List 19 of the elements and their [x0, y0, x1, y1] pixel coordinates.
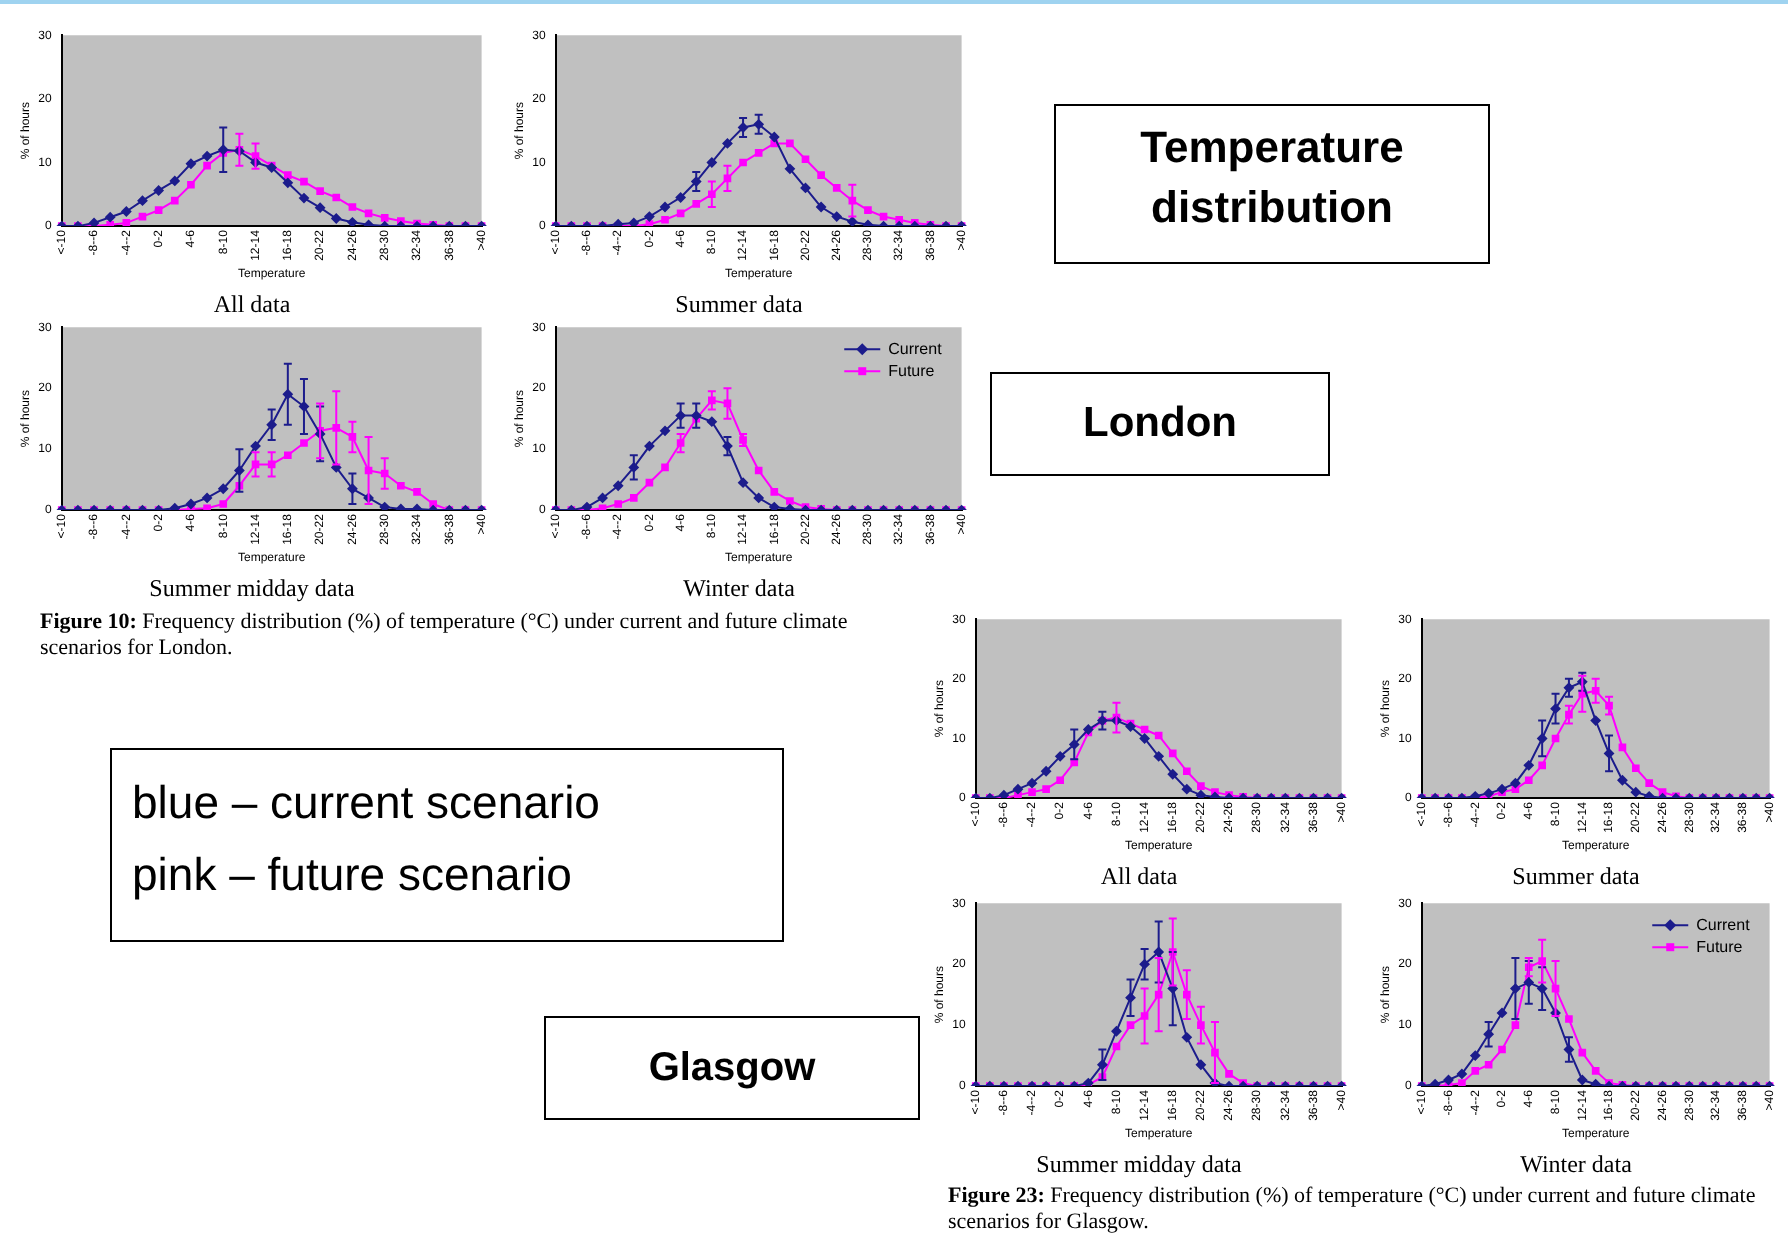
text: Summer midday data	[149, 573, 356, 602]
caption: Figure 23: Frequency distribution (%) of temperature (°C) under current and future climate scenarios for Glasgow.	[948, 1184, 1758, 1236]
text: Summer data	[1512, 861, 1641, 890]
legend-label: Current	[1696, 915, 1752, 934]
legend-label: Current	[888, 339, 944, 358]
text: All data	[213, 289, 292, 318]
text: Temperature distribution	[1054, 104, 1490, 264]
text: Glasgow	[544, 1016, 920, 1120]
text: Summer midday data	[1036, 1149, 1243, 1178]
text: Winter data	[683, 573, 797, 602]
caption: Figure 10: Frequency distribution (%) of temperature (°C) under current and future climate scenarios for London.	[40, 610, 850, 662]
text: blue – current scenario	[132, 774, 602, 832]
legend-label: Future	[1696, 937, 1744, 956]
text: London	[990, 372, 1330, 476]
legend-label: Future	[888, 361, 936, 380]
text: Winter data	[1520, 1149, 1634, 1178]
text: pink – future scenario	[132, 846, 574, 904]
text: All data	[1100, 861, 1179, 890]
text: Summer data	[675, 289, 804, 318]
